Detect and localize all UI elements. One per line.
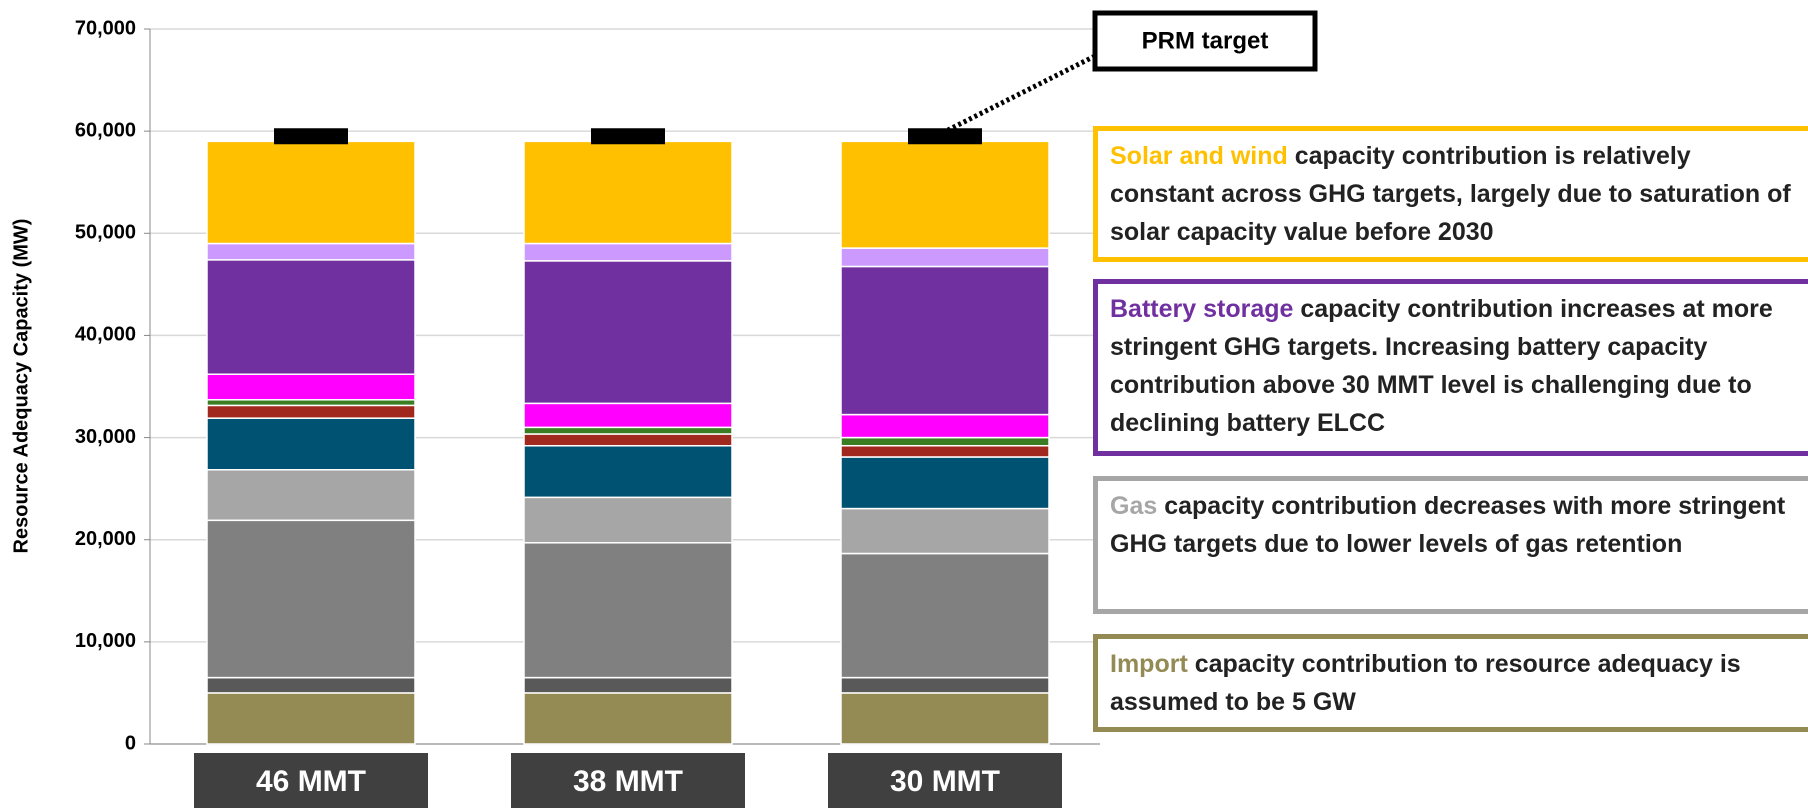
bar-segment bbox=[523, 260, 733, 405]
bar-segment bbox=[840, 692, 1050, 745]
category-box bbox=[511, 753, 745, 808]
bar-segment bbox=[840, 552, 1050, 679]
bar-segment bbox=[206, 140, 416, 245]
x-tick-label: 46 MMT bbox=[256, 765, 366, 798]
bar-segment bbox=[523, 140, 733, 245]
x-tick-label: 38 MMT bbox=[573, 765, 683, 798]
bar-segment bbox=[523, 542, 733, 679]
bar-segment bbox=[206, 417, 416, 471]
annotation-text: capacity contribution decreases with mor… bbox=[1110, 492, 1786, 558]
bar-segment bbox=[206, 242, 416, 261]
target-box bbox=[1092, 10, 1318, 72]
bar-segment bbox=[523, 433, 733, 447]
bar-segment bbox=[840, 140, 1050, 249]
y-tick-label: 20,000 bbox=[75, 528, 136, 550]
bar-segment bbox=[206, 399, 416, 407]
y-tick-label: 0 bbox=[125, 732, 136, 754]
annotation-text: capacity contribution is relatively cons… bbox=[1110, 142, 1791, 246]
target-marker bbox=[591, 128, 665, 145]
annotation-highlight: Solar and wind bbox=[1110, 142, 1288, 170]
bar-segment bbox=[206, 259, 416, 375]
bar-segment bbox=[523, 426, 733, 435]
bar-segment bbox=[206, 676, 416, 694]
annotation-highlight: Import bbox=[1110, 650, 1188, 678]
bar-segment bbox=[206, 692, 416, 745]
annotation-box: Solar and wind capacity contribution is … bbox=[1093, 126, 1808, 262]
bar-segment bbox=[523, 402, 733, 429]
y-tick-label: 70,000 bbox=[75, 17, 136, 39]
annotation-highlight: Gas bbox=[1110, 492, 1158, 520]
y-axis-label: Resource Adequacy Capacity (MW) bbox=[10, 219, 32, 554]
bar-segment bbox=[840, 507, 1050, 555]
bar-segment bbox=[523, 692, 733, 745]
bar-segment bbox=[206, 519, 416, 679]
annotation-box: Battery storage capacity contribution in… bbox=[1093, 279, 1808, 456]
annotation-box: Import capacity contribution to resource… bbox=[1093, 634, 1808, 732]
y-tick-label: 10,000 bbox=[75, 630, 136, 652]
bar-segment bbox=[840, 436, 1050, 447]
bar-segment bbox=[523, 676, 733, 694]
annotation-text: capacity contribution increases at more … bbox=[1110, 295, 1773, 437]
target-marker bbox=[274, 128, 348, 145]
category-box bbox=[828, 753, 1062, 808]
y-tick-label: 40,000 bbox=[75, 324, 136, 346]
bar-segment bbox=[523, 444, 733, 499]
target-marker bbox=[908, 128, 982, 145]
bar-segment bbox=[840, 456, 1050, 510]
y-tick-label: 30,000 bbox=[75, 426, 136, 448]
bar-segment bbox=[840, 676, 1050, 694]
bar-segment bbox=[840, 413, 1050, 439]
bar-segment bbox=[206, 468, 416, 522]
target-pointer bbox=[946, 53, 1097, 133]
y-tick-label: 60,000 bbox=[75, 119, 136, 141]
target-label: PRM target bbox=[1142, 27, 1269, 54]
y-tick-label: 50,000 bbox=[75, 222, 136, 244]
bar-segment bbox=[840, 265, 1050, 416]
bar-segment bbox=[840, 444, 1050, 458]
bar-segment bbox=[206, 404, 416, 419]
annotation-highlight: Battery storage bbox=[1110, 295, 1294, 323]
category-box bbox=[194, 753, 428, 808]
bar-segment bbox=[840, 247, 1050, 268]
x-tick-label: 30 MMT bbox=[890, 765, 1000, 798]
bar-segment bbox=[523, 242, 733, 262]
annotation-text: capacity contribution to resource adequa… bbox=[1110, 650, 1741, 716]
bar-segment bbox=[523, 496, 733, 544]
bar-segment bbox=[206, 373, 416, 401]
annotation-box: Gas capacity contribution decreases with… bbox=[1093, 476, 1808, 614]
